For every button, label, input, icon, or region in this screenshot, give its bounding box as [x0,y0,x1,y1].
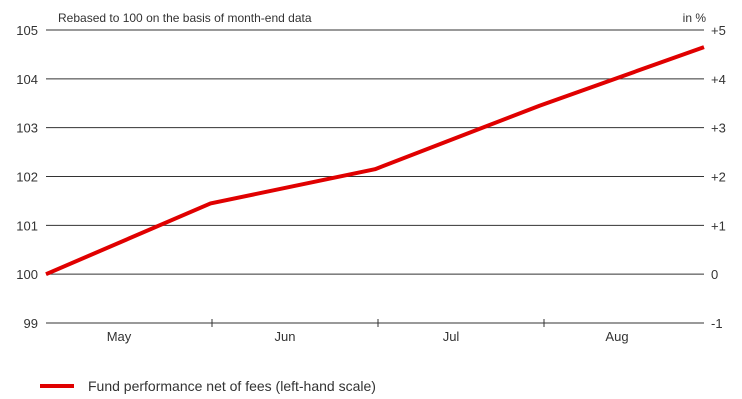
left-tick-label: 104 [16,72,38,87]
x-tick-label: May [107,329,132,344]
right-tick-label: -1 [711,316,723,331]
legend: Fund performance net of fees (left-hand … [40,378,376,394]
left-tick-label: 103 [16,121,38,136]
series-line-fund-performance [45,45,705,277]
right-axis-unit: in % [683,11,707,25]
right-tick-label: +1 [711,218,726,233]
right-tick-label: +5 [711,23,726,38]
left-tick-label: 99 [24,316,38,331]
left-tick-label: 100 [16,267,38,282]
x-axis-ticks: May Jun Jul Aug [107,329,629,344]
left-tick-label: 105 [16,23,38,38]
gridlines [46,29,704,327]
left-tick-label: 101 [16,218,38,233]
x-tick-label: Aug [605,329,628,344]
left-tick-label: 102 [16,170,38,185]
series-layer [45,45,705,277]
x-tick-label: Jun [275,329,296,344]
right-tick-label: +2 [711,170,726,185]
line-chart: Rebased to 100 on the basis of month-end… [16,11,726,344]
chart-subtitle: Rebased to 100 on the basis of month-end… [58,11,312,25]
right-tick-label: +4 [711,72,726,87]
x-tick-label: Jul [443,329,460,344]
right-tick-label: +3 [711,121,726,136]
legend-label: Fund performance net of fees (left-hand … [88,378,376,394]
legend-line-swatch [40,384,74,388]
right-tick-label: 0 [711,267,718,282]
left-axis-ticks: 105 104 103 102 101 100 99 [16,23,38,331]
right-axis-ticks: +5 +4 +3 +2 +1 0 -1 [711,23,726,331]
